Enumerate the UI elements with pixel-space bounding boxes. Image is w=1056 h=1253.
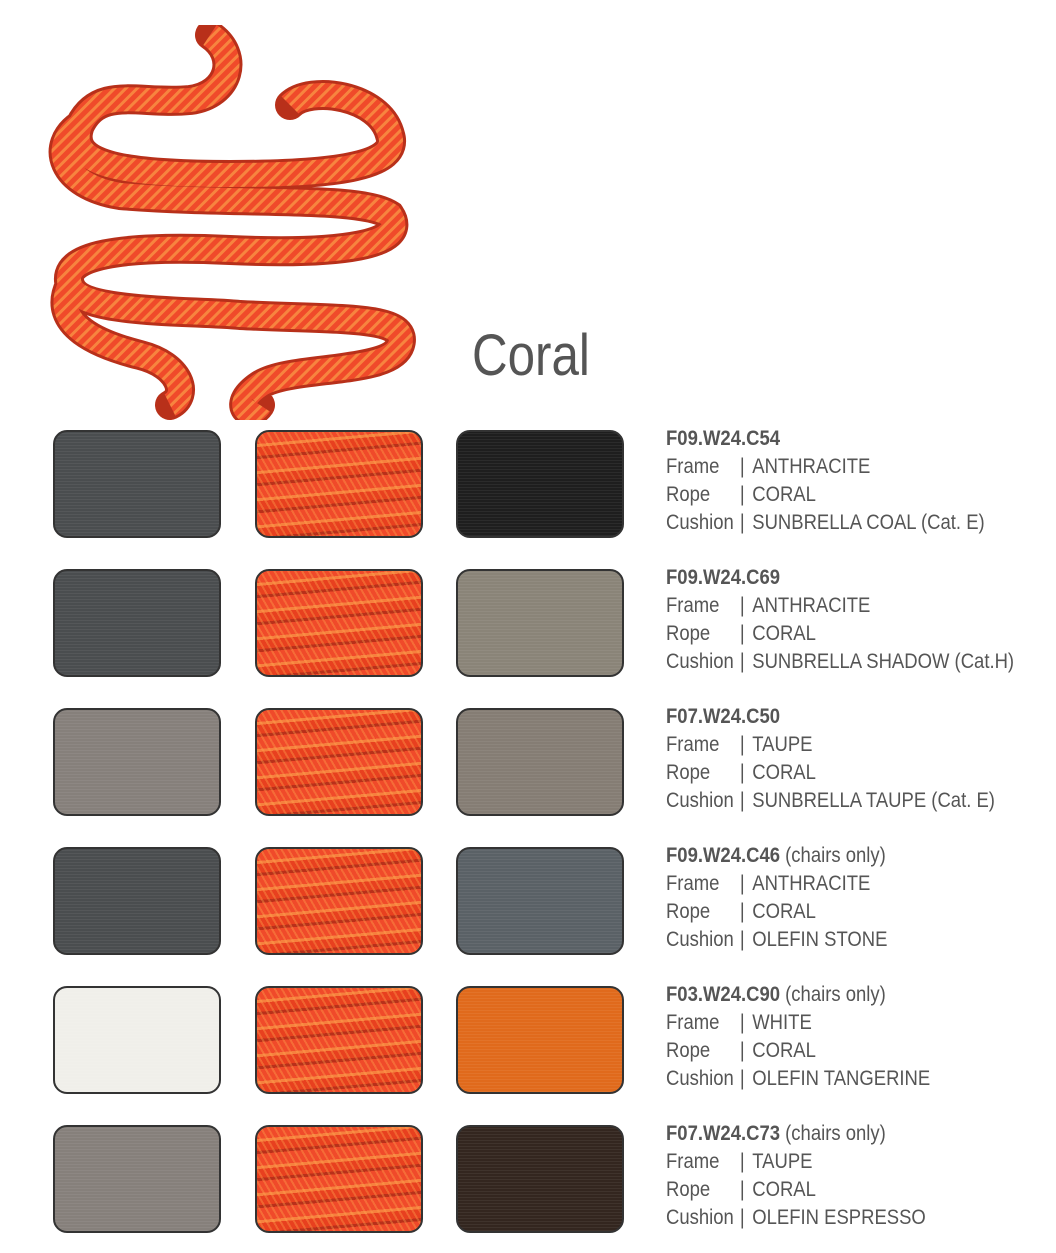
combination-code: F09.W24.C46 [666, 844, 781, 867]
separator: | [739, 594, 745, 617]
cushion-swatch [456, 430, 624, 538]
combination-code: F09.W24.C69 [666, 566, 781, 589]
cushion-swatch [456, 569, 624, 677]
frame-swatch [53, 986, 221, 1094]
rope-label: Rope [666, 1039, 711, 1062]
cushion-swatch [456, 1125, 624, 1233]
separator: | [739, 483, 745, 506]
combination-info: F03.W24.C90 (chairs only) Frame | WHITE Ro… [666, 981, 930, 1093]
separator: | [739, 900, 745, 923]
frame-value: ANTHRACITE [752, 594, 871, 617]
cushion-value: OLEFIN TANGERINE [752, 1067, 931, 1090]
cushion-swatch [456, 986, 624, 1094]
rope-swatch [255, 847, 423, 955]
rope-label: Rope [666, 761, 711, 784]
combination-code: F07.W24.C73 [666, 1122, 781, 1145]
combination-info: F07.W24.C50 Frame | TAUPE Rope | CORAL Cushi… [666, 703, 995, 815]
combination-info: F09.W24.C54 Frame | ANTHRACITE Rope | CORAL … [666, 425, 985, 537]
cushion-swatch [456, 708, 624, 816]
separator: | [739, 928, 745, 951]
separator: | [739, 872, 745, 895]
combination-info: F09.W24.C46 (chairs only) Frame | ANTHRACI… [666, 842, 887, 954]
cushion-label: Cushion [666, 1067, 734, 1090]
cushion-value: OLEFIN ESPRESSO [752, 1206, 926, 1229]
rope-value: CORAL [752, 761, 816, 784]
cushion-value: SUNBRELLA TAUPE (Cat. E) [752, 789, 995, 812]
separator: | [739, 650, 745, 673]
frame-label: Frame [666, 872, 720, 895]
cushion-swatch [456, 847, 624, 955]
rope-label: Rope [666, 622, 711, 645]
rope-swatch [255, 708, 423, 816]
separator: | [739, 455, 745, 478]
rope-label: Rope [666, 1178, 711, 1201]
separator: | [739, 622, 745, 645]
frame-swatch [53, 430, 221, 538]
cushion-value: OLEFIN STONE [752, 928, 888, 951]
combination-info: F09.W24.C69 Frame | ANTHRACITE Rope | CORAL … [666, 564, 1014, 676]
rope-swatch [255, 1125, 423, 1233]
cushion-value: SUNBRELLA COAL (Cat. E) [752, 511, 985, 534]
cushion-value: SUNBRELLA SHADOW (Cat.H) [752, 650, 1015, 673]
frame-value: ANTHRACITE [752, 872, 871, 895]
color-title: Coral [472, 323, 590, 388]
combination-note: (chairs only) [785, 1122, 886, 1145]
combination-code: F07.W24.C50 [666, 705, 781, 728]
rope-value: CORAL [752, 1178, 816, 1201]
frame-label: Frame [666, 1150, 720, 1173]
frame-label: Frame [666, 455, 720, 478]
cushion-label: Cushion [666, 1206, 734, 1229]
frame-swatch [53, 569, 221, 677]
frame-label: Frame [666, 733, 720, 756]
frame-value: ANTHRACITE [752, 455, 871, 478]
rope-value: CORAL [752, 900, 816, 923]
rope-value: CORAL [752, 1039, 816, 1062]
rope-value: CORAL [752, 483, 816, 506]
rope-swatch [255, 986, 423, 1094]
separator: | [739, 511, 745, 534]
frame-swatch [53, 847, 221, 955]
cushion-label: Cushion [666, 650, 734, 673]
rope-value: CORAL [752, 622, 816, 645]
combination-note: (chairs only) [785, 844, 886, 867]
combination-code: F09.W24.C54 [666, 427, 781, 450]
separator: | [739, 1011, 745, 1034]
separator: | [739, 1067, 745, 1090]
combination-note: (chairs only) [785, 983, 886, 1006]
combination-info: F07.W24.C73 (chairs only) Frame | TAUPE Ro… [666, 1120, 926, 1232]
rope-swatch [255, 569, 423, 677]
frame-label: Frame [666, 1011, 720, 1034]
separator: | [739, 1039, 745, 1062]
coral-rope-image [40, 25, 420, 420]
rope-label: Rope [666, 900, 711, 923]
cushion-label: Cushion [666, 511, 734, 534]
rope-swatch [255, 430, 423, 538]
rope-label: Rope [666, 483, 711, 506]
cushion-label: Cushion [666, 789, 734, 812]
frame-value: TAUPE [752, 1150, 813, 1173]
frame-swatch [53, 708, 221, 816]
cushion-label: Cushion [666, 928, 734, 951]
frame-value: WHITE [752, 1011, 812, 1034]
frame-label: Frame [666, 594, 720, 617]
separator: | [739, 733, 745, 756]
separator: | [739, 789, 745, 812]
frame-swatch [53, 1125, 221, 1233]
separator: | [739, 1206, 745, 1229]
separator: | [739, 1178, 745, 1201]
frame-value: TAUPE [752, 733, 813, 756]
separator: | [739, 761, 745, 784]
combination-code: F03.W24.C90 [666, 983, 781, 1006]
separator: | [739, 1150, 745, 1173]
